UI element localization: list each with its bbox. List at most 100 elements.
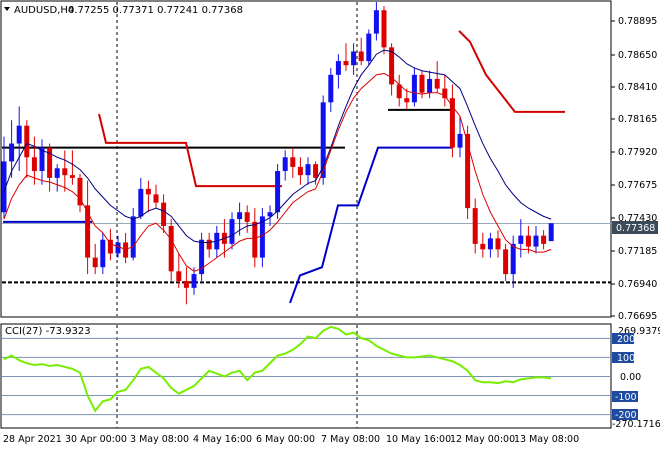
candle-bear <box>389 47 395 85</box>
cci-axis-label: -200 <box>615 410 637 421</box>
current-price-tag: 0.77368 <box>612 221 658 234</box>
trend-stop-blue <box>289 146 452 304</box>
cci-level-tag <box>612 352 634 363</box>
cci-axis-label: 0.00 <box>620 372 641 383</box>
candle-bear <box>62 168 68 176</box>
symbol-label: AUDUSD,H4 <box>14 5 74 16</box>
candle-bull <box>130 216 136 258</box>
candle-bull <box>54 168 60 178</box>
price-axis-label: 0.77675 <box>618 180 657 191</box>
price-axis: 0.78895 0.78650 0.78410 0.78165 0.77920 … <box>611 16 657 322</box>
candle-bear <box>381 10 387 48</box>
candle-bull <box>305 164 311 176</box>
time-axis-label: 4 May 16:00 <box>193 434 252 445</box>
candle-bear <box>244 212 250 222</box>
candle-bear <box>123 242 129 258</box>
candle-bull <box>1 161 7 213</box>
candle-bear <box>77 177 83 206</box>
price-axis-label: 0.77185 <box>618 246 657 257</box>
candle-bull <box>366 33 372 62</box>
candle-bull <box>457 133 463 148</box>
candle-bear <box>153 194 159 203</box>
candle-bear <box>480 243 486 250</box>
candle-bull <box>510 243 516 275</box>
candle-bear <box>290 157 296 167</box>
time-axis-label: 3 May 08:00 <box>130 434 189 445</box>
price-static-lines <box>2 30 611 304</box>
candle-bull <box>411 74 417 103</box>
candle-bear <box>107 239 113 254</box>
cci-grid <box>2 325 611 428</box>
candle-bull <box>100 239 106 268</box>
candle-bear <box>358 51 364 62</box>
price-axis-label: 0.78165 <box>618 114 657 125</box>
candle-bear <box>442 88 448 99</box>
candle-bull <box>115 242 121 254</box>
candle-bear <box>503 249 509 275</box>
candle-bear <box>419 74 425 93</box>
time-axis-label: 28 Apr 2021 <box>3 434 62 445</box>
candle-bear <box>434 78 440 89</box>
price-axis-label: 0.78895 <box>618 16 657 27</box>
candle-bear <box>525 235 531 247</box>
cci-axis-label: 100 <box>617 353 635 364</box>
cci-title: CCI(27) -73.9323 <box>5 326 91 337</box>
candle-bear <box>313 164 319 178</box>
candle-bear <box>343 61 349 66</box>
candle-bear <box>404 98 410 103</box>
candle-bear <box>206 239 212 250</box>
candle-bear <box>168 225 174 272</box>
cci-series <box>3 325 552 413</box>
candle-series <box>1 2 554 305</box>
candle-bull <box>328 74 334 103</box>
price-axis-label: 0.78410 <box>618 82 657 93</box>
candle-bear <box>161 202 167 226</box>
ma-red-line <box>3 72 552 272</box>
cci-level-tag <box>612 333 634 344</box>
trend-stop-red <box>98 113 282 188</box>
price-axis-label: 0.78650 <box>618 50 657 61</box>
candle-bull <box>191 274 197 288</box>
cci-axis-label: 269.9379 <box>618 326 660 337</box>
cci-axis-label: 200 <box>617 334 635 345</box>
candle-bull <box>487 238 493 250</box>
candle-bull <box>335 61 341 75</box>
candle-bear <box>24 125 30 158</box>
candle-bear <box>396 84 402 99</box>
candle-bear <box>145 188 151 195</box>
price-axis-label: 0.77430 <box>618 213 657 224</box>
candle-bull <box>548 223 554 242</box>
candle-bear <box>472 208 478 244</box>
time-axis-label: 10 May 16:00 <box>386 434 451 445</box>
current-price-label: 0.77368 <box>616 223 655 234</box>
candle-bear <box>69 175 75 178</box>
candle-bull <box>237 212 243 220</box>
candle-bear <box>541 235 547 244</box>
candle-bull <box>533 235 539 247</box>
candle-bull <box>275 171 281 213</box>
cci-axis-label: -100 <box>615 392 637 403</box>
candle-bear <box>465 133 471 209</box>
candle-bull <box>9 143 15 162</box>
candle-bull <box>16 125 22 144</box>
cci-axis-label: -270.1716 <box>612 419 660 430</box>
ma-navy-line <box>3 49 552 243</box>
candle-bull <box>427 78 433 93</box>
time-axis-label: 7 May 08:00 <box>321 434 380 445</box>
price-grid <box>2 2 611 316</box>
time-axis-label: 13 May 08:00 <box>514 434 579 445</box>
candle-bear <box>252 221 258 258</box>
candle-bull <box>267 212 273 217</box>
candle-bull <box>229 219 235 244</box>
moving-averages <box>3 49 552 272</box>
candle-bear <box>176 271 182 281</box>
candle-bear <box>31 157 37 172</box>
candle-bull <box>39 147 45 172</box>
chevron-down-icon[interactable] <box>4 7 10 11</box>
price-axis-label: 0.77920 <box>618 147 657 158</box>
price-pane-frame <box>0 0 612 318</box>
time-axis: 28 Apr 2021 30 Apr 00:00 3 May 08:00 4 M… <box>3 434 579 445</box>
candle-bear <box>85 205 91 258</box>
candle-bull <box>138 188 144 217</box>
